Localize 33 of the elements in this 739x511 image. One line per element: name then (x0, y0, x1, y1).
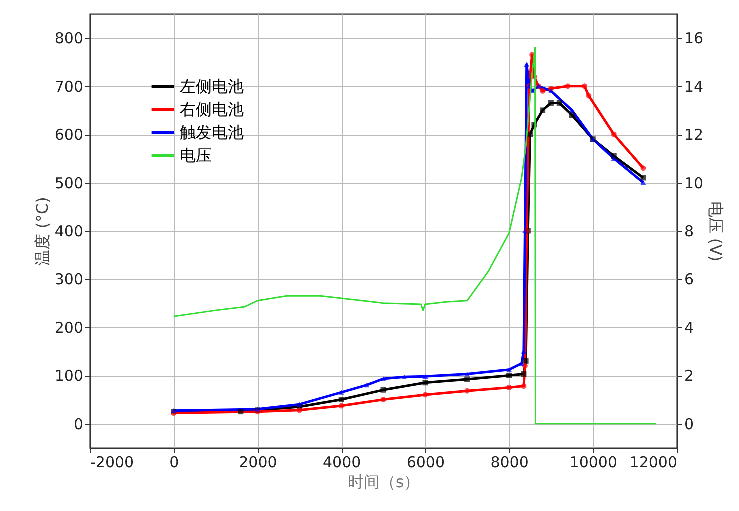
x-tick-label: 8000 (490, 454, 529, 472)
legend-label: 左侧电池 (180, 77, 244, 96)
y2-tick-label: 14 (684, 78, 704, 96)
y-tick-label: 0 (74, 415, 84, 434)
x-tick-label: -2000 (90, 454, 134, 472)
x-tick-label: 10000 (570, 454, 618, 472)
y-tick-label: 800 (54, 30, 84, 48)
y2-tick-label: 8 (684, 222, 694, 240)
y2-tick-label: 0 (684, 415, 694, 434)
y2-tick-label: 2 (684, 367, 694, 386)
y2-axis-title: 电压 (V) (706, 201, 726, 262)
y2-tick-label: 10 (684, 174, 704, 192)
x-tick-label: 2000 (239, 454, 278, 472)
x-tick-label: 12000 (630, 454, 678, 472)
y-tick-label: 600 (54, 126, 84, 144)
x-tick-label: 0 (170, 454, 180, 472)
y-tick-label: 300 (54, 270, 84, 289)
y-tick-label: 700 (54, 78, 84, 96)
x-tick-label: 6000 (406, 454, 446, 472)
y-tick-label: 100 (54, 367, 84, 386)
y2-tick-label: 6 (684, 270, 694, 289)
y2-tick-label: 4 (684, 318, 694, 337)
y2-tick-label: 12 (684, 126, 704, 144)
x-axis-title: 时间（s） (348, 472, 420, 492)
y-tick-label: 500 (54, 174, 84, 192)
y-tick-label: 200 (54, 318, 84, 337)
y2-tick-label: 16 (684, 30, 704, 48)
legend-label: 右侧电池 (180, 100, 244, 119)
y-tick-label: 400 (54, 222, 84, 240)
x-tick-label: 4000 (322, 454, 362, 472)
legend-label: 电压 (180, 146, 212, 165)
legend-label: 触发电池 (180, 123, 244, 142)
y-axis-title: 温度 (°C) (32, 197, 52, 266)
